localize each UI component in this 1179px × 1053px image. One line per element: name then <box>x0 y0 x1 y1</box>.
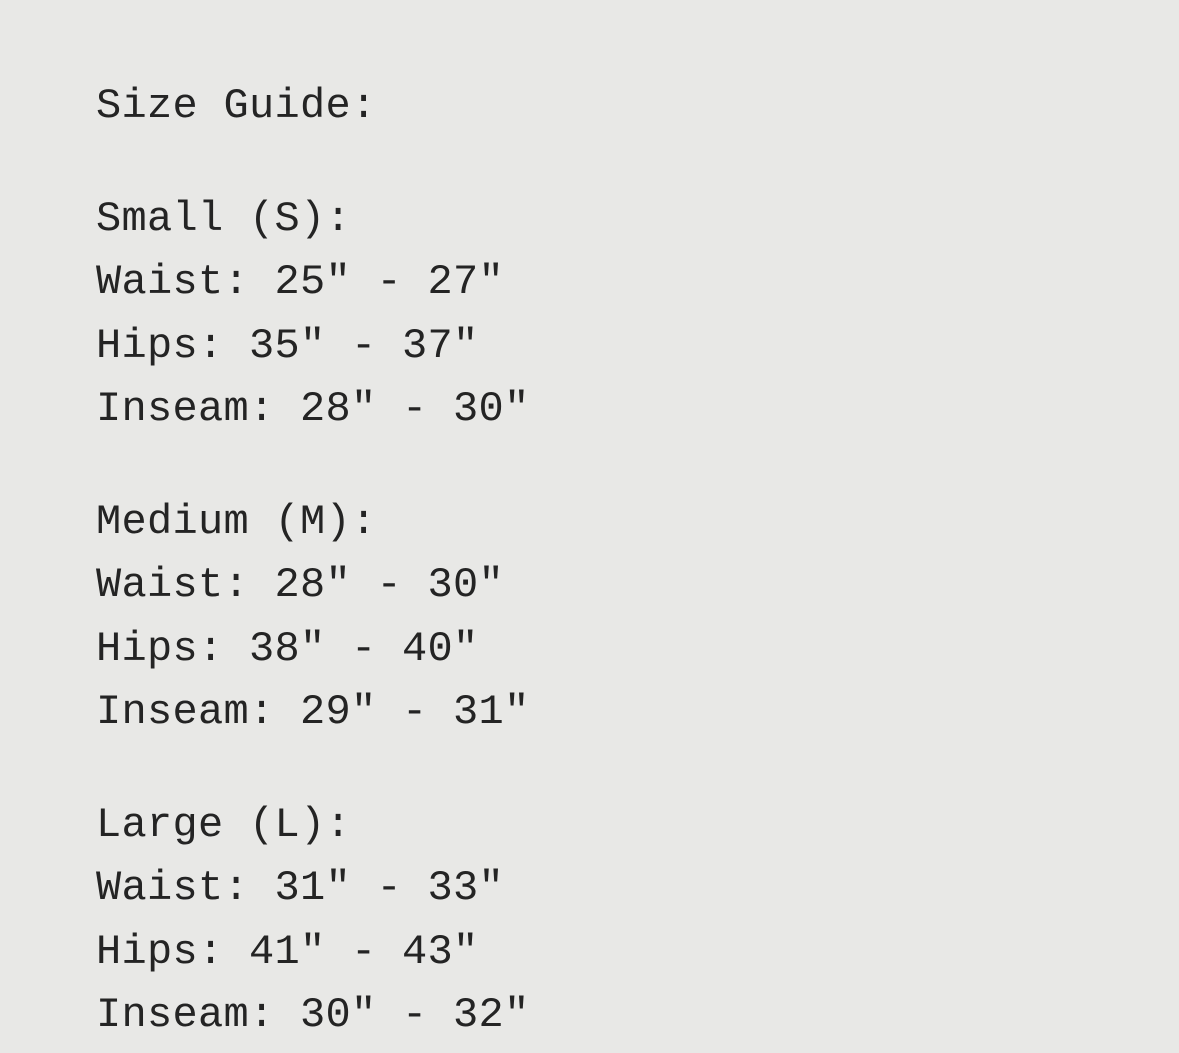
measurement-line-inseam: Inseam: 28" - 30" <box>96 385 530 433</box>
measurement-line-waist: Waist: 28" - 30" <box>96 561 505 609</box>
size-guide-title: Size Guide: <box>96 82 377 130</box>
section-heading: Medium (M): <box>96 497 377 546</box>
size-section-medium: Medium (M): Waist: 28" - 30" Hips: 38" -… <box>96 491 1179 745</box>
measurement-line-inseam: Inseam: 30" - 32" <box>96 991 530 1039</box>
measurement-line-waist: Waist: 31" - 33" <box>96 864 505 912</box>
size-section-large: Large (L): Waist: 31" - 33" Hips: 41" - … <box>96 794 1179 1048</box>
measurement-line-hips: Hips: 41" - 43" <box>96 927 479 976</box>
measurement-line-hips: Hips: 35" - 37" <box>96 321 479 370</box>
section-heading: Large (L): <box>96 800 352 849</box>
size-section-small: Small (S): Waist: 25" - 27" Hips: 35" - … <box>96 188 1179 442</box>
measurement-line-inseam: Inseam: 29" - 31" <box>96 688 530 736</box>
measurement-line-waist: Waist: 25" - 27" <box>96 258 505 306</box>
measurement-line-hips: Hips: 38" - 40" <box>96 624 479 673</box>
section-heading: Small (S): <box>96 194 352 243</box>
